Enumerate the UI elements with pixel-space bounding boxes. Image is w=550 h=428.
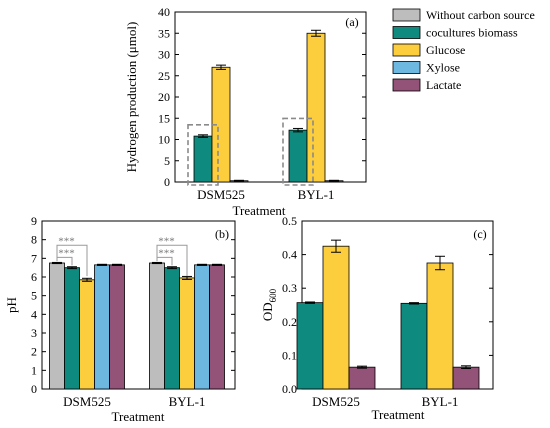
x-tick-label: DSM525 (312, 394, 360, 409)
bar-glucose-byl-1 (179, 277, 195, 390)
bar-cocultures-biomass-byl-1 (288, 129, 308, 183)
bar-glucose-dsm525 (322, 245, 350, 390)
y-tick-label: 20 (158, 90, 170, 104)
y-tick-label: 0.3 (282, 281, 297, 295)
x-axis-label: Treatment (372, 407, 425, 422)
legend-swatch-cocultures-biomass (392, 26, 421, 39)
legend-label-lactate: Lactate (426, 78, 461, 92)
y-tick-label: 0.0 (282, 382, 297, 396)
bar-glucose-dsm525 (79, 279, 95, 390)
significance-label: *** (158, 235, 175, 247)
y-axis-label-subscript: 600 (268, 288, 278, 302)
panel-label: (a) (345, 15, 358, 29)
y-tick-label: 25 (158, 69, 170, 83)
y-tick-label: 15 (158, 111, 170, 125)
y-axis-label: pH (4, 297, 19, 313)
x-tick-label: DSM525 (197, 187, 245, 202)
x-tick-label: BYL-1 (422, 394, 459, 409)
bar-cocultures-biomass-dsm525 (193, 135, 213, 183)
y-axis-label-main: OD (260, 302, 275, 321)
bar-without-carbon-source-byl-1 (149, 262, 165, 390)
significance-bracket (56, 256, 73, 266)
legend-label-cocultures-biomass: cocultures biomass (426, 26, 518, 40)
legend-swatch-without-carbon-source (392, 8, 421, 22)
panel-label: (c) (473, 227, 486, 241)
legend-swatch-xylose (392, 61, 421, 74)
highlight-box (187, 124, 219, 186)
y-tick-label: 40 (158, 5, 170, 19)
y-tick-label: 7 (31, 251, 37, 265)
chart-panel-a: 0 5 10 15 20 25 30 35 40 DSM525 BYL-1 (a) Treatment H… (124, 5, 367, 218)
y-tick-label: 35 (158, 26, 170, 40)
y-tick-label: 0.4 (282, 248, 297, 262)
x-tick-label: BYL-1 (298, 187, 335, 202)
chart-panel-c: 0.0 0.1 0.2 0.3 0.4 0.5 DSM525 BYL-1 (c) Treatmen… (260, 214, 494, 422)
bar-lactate-byl-1 (209, 264, 225, 390)
bar-glucose-byl-1 (306, 32, 326, 183)
legend-label-glucose: Glucose (426, 43, 465, 57)
significance-label: *** (58, 235, 75, 247)
legend-label-xylose: Xylose (426, 61, 460, 75)
x-axis-label: Treatment (233, 203, 286, 218)
y-tick-label: 30 (158, 48, 170, 62)
x-tick-label: BYL-1 (169, 394, 206, 409)
significance-bracket (156, 244, 188, 277)
y-tick-label: 5 (31, 289, 37, 303)
bar-cocultures-biomass-byl-1 (400, 302, 428, 390)
legend-swatch-lactate (392, 78, 421, 92)
y-tick-label: 0.2 (282, 315, 297, 329)
y-tick-label: 0.1 (282, 348, 297, 362)
bar-lactate-dsm525 (348, 366, 376, 390)
legend-swatch-glucose (392, 43, 421, 57)
bar-glucose-byl-1 (426, 262, 454, 390)
bar-cocultures-biomass-byl-1 (164, 267, 180, 390)
legend: Without carbon source cocultures biomass G… (392, 8, 535, 92)
x-axis-label: Treatment (112, 409, 165, 424)
y-tick-label: 10 (158, 133, 170, 147)
panel-label: (b) (215, 227, 229, 241)
y-tick-label: 2 (31, 345, 37, 359)
y-tick-label: 0 (164, 175, 170, 189)
y-axis-label: Hydrogen production (μmol) (124, 22, 139, 173)
x-tick-label: DSM525 (63, 394, 111, 409)
bar-xylose-dsm525 (94, 264, 110, 390)
y-axis-label: OD600 (260, 288, 278, 321)
legend-label-without-carbon-source: Without carbon source (426, 8, 535, 22)
bar-without-carbon-source-dsm525 (49, 262, 65, 390)
significance-label: *** (158, 247, 175, 259)
y-tick-label: 6 (31, 270, 37, 284)
bar-cocultures-biomass-dsm525 (64, 267, 80, 390)
y-tick-label: 0 (31, 382, 37, 396)
y-tick-label: 4 (31, 307, 37, 321)
significance-bracket (56, 244, 88, 277)
y-tick-label: 1 (31, 363, 37, 377)
y-tick-label: 9 (31, 214, 37, 228)
bar-lactate-byl-1 (452, 366, 480, 390)
bar-xylose-byl-1 (194, 264, 210, 390)
bar-lactate-dsm525 (109, 264, 125, 390)
y-tick-label: 8 (31, 233, 37, 247)
y-tick-label: 0.5 (282, 214, 297, 228)
significance-bracket (156, 256, 173, 266)
y-tick-label: 5 (164, 154, 170, 168)
y-tick-label: 3 (31, 326, 37, 340)
plot-frame (41, 220, 236, 390)
bar-cocultures-biomass-dsm525 (296, 302, 324, 390)
significance-label: *** (58, 247, 75, 259)
